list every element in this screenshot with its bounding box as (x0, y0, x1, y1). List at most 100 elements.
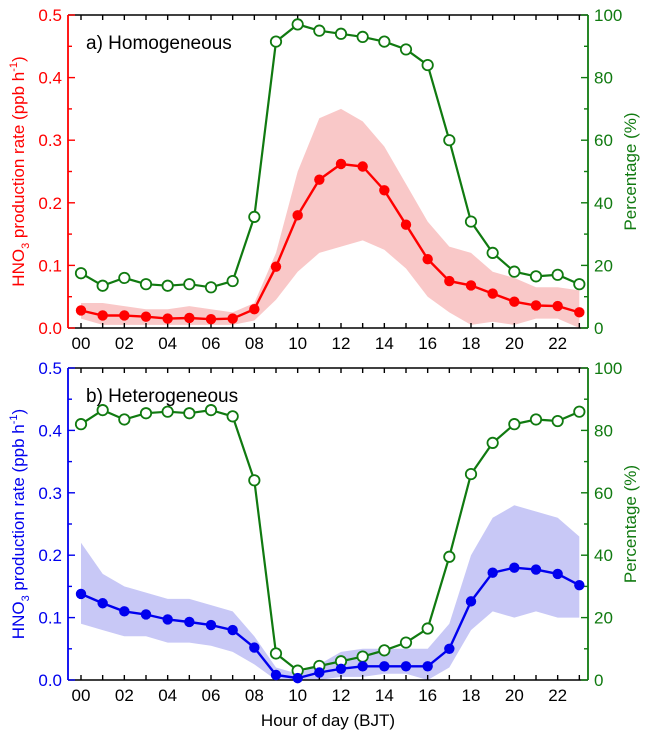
percentage-point (421, 622, 434, 635)
uncertainty-band (81, 505, 580, 680)
x-axis-title: Hour of day (BJT) (261, 711, 395, 730)
percentage-point (161, 405, 174, 418)
percentage-point (161, 279, 174, 292)
y-axis-title-part: HNO (9, 601, 28, 639)
percentage-point (464, 215, 478, 228)
percentage-point (529, 270, 543, 283)
production-rate-point (574, 579, 585, 591)
production-rate-point (292, 672, 303, 684)
percentage-point (378, 644, 391, 657)
x-tick-label: 10 (288, 334, 307, 353)
production-rate-point (184, 312, 195, 324)
y-tick-label-right: 60 (594, 484, 613, 503)
percentage-point (508, 418, 521, 431)
y-tick-label-left: 0.1 (38, 256, 62, 275)
percentage-point (74, 267, 88, 280)
y-tick-label-left: 0.0 (38, 319, 62, 338)
percentage-point (443, 134, 456, 147)
x-tick-label: 20 (505, 686, 524, 705)
y-tick-label-left: 0.2 (38, 546, 62, 565)
y-axis-title-right: Percentage (%) (621, 112, 640, 230)
uncertainty-band (81, 108, 580, 329)
production-rate-point (574, 307, 585, 318)
x-tick-label: 20 (505, 334, 524, 353)
production-rate-point (335, 663, 347, 674)
percentage-point (378, 35, 391, 48)
production-rate-point (205, 619, 217, 631)
production-rate-point (75, 305, 87, 316)
production-rate-point (97, 598, 108, 609)
y-axis-title-superscript: -1 (8, 414, 20, 424)
percentage-point (226, 410, 239, 423)
x-tick-label: 02 (115, 334, 134, 353)
percentage-point (96, 404, 109, 417)
production-rate-point (444, 275, 455, 287)
x-tick-label: 00 (72, 334, 91, 353)
production-rate-point (140, 311, 152, 322)
percentage-point (74, 418, 88, 431)
production-rate-point (422, 661, 433, 672)
percentage-point (486, 246, 499, 259)
production-rate-point (509, 562, 520, 573)
x-tick-label: 00 (72, 686, 91, 705)
y-axis-title-part: production rate (ppb h (9, 424, 28, 595)
y-axis-title-part: production rate (ppb h (9, 72, 28, 243)
y-tick-label-left: 0.3 (38, 131, 62, 150)
percentage-point (443, 550, 456, 563)
production-rate-point (422, 253, 433, 265)
production-rate-point (465, 596, 477, 607)
percentage-point (399, 636, 413, 649)
production-rate-point (249, 304, 260, 315)
y-tick-label-right: 0 (594, 319, 603, 338)
x-tick-label: 16 (418, 686, 437, 705)
percentage-point (508, 265, 521, 278)
percentage-point (118, 413, 131, 426)
percentage-point (248, 474, 261, 487)
y-tick-label-right: 40 (594, 194, 613, 213)
percentage-point (573, 278, 586, 291)
production-rate-point (292, 210, 303, 221)
production-rate-point (97, 310, 108, 321)
production-rate-point (400, 661, 412, 672)
percentage-point (139, 278, 153, 291)
percentage-point (226, 274, 239, 288)
x-tick-label: 16 (418, 334, 437, 353)
production-rate-point (509, 296, 520, 307)
y-tick-label-right: 100 (594, 6, 622, 25)
percentage-point (291, 18, 304, 31)
y-tick-label-right: 20 (594, 256, 613, 275)
percentage-point (356, 30, 369, 44)
panel-heterogeneous: 00 02 04 06 08 10 12 14 16 18 20 22 0.0 0.1 0.2 0.3 0.4 0… (8, 359, 640, 730)
percentage-point (96, 279, 109, 292)
percentage-point (399, 43, 413, 56)
production-rate-point (379, 661, 390, 672)
production-rate-point (119, 310, 130, 321)
production-rate-point (465, 280, 477, 291)
production-rate-point (400, 219, 412, 230)
production-rate-point (357, 661, 368, 672)
production-rate-point (249, 642, 260, 653)
y-axis-title-left: HNO3 production rate (ppb h-1) (8, 56, 32, 286)
x-tick-label: 02 (115, 686, 134, 705)
production-rate-point (552, 568, 563, 580)
production-rate-point (530, 564, 542, 575)
y-axis-title-part: HNO (9, 249, 28, 287)
production-rate-point (487, 288, 498, 299)
x-tick-label: 06 (202, 334, 221, 353)
x-tick-label: 10 (288, 686, 307, 705)
production-rate-point (75, 588, 87, 600)
percentage-point (356, 650, 369, 663)
production-rate-point (270, 261, 282, 272)
percentage-point (486, 436, 499, 449)
y-tick-label-right: 60 (594, 131, 613, 150)
production-rate-point (162, 614, 173, 625)
percentage-point (529, 413, 543, 426)
panel-title: b) Heterogeneous (86, 386, 238, 407)
production-rate-point (205, 314, 217, 325)
production-rate-point (335, 158, 347, 170)
x-tick-label: 18 (462, 334, 481, 353)
production-rate-point (162, 313, 173, 324)
percentage-point (573, 405, 586, 418)
x-tick-label: 12 (332, 334, 351, 353)
